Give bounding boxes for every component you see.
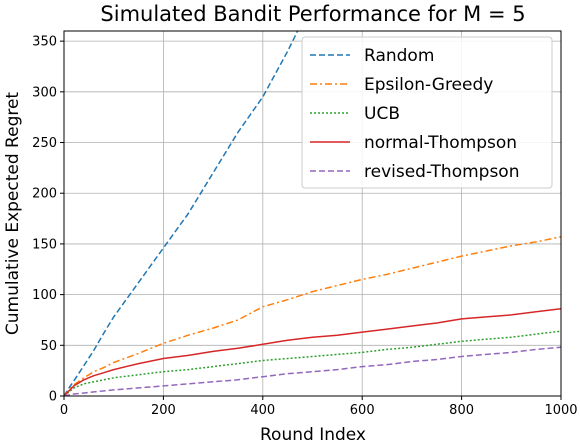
plot-frame [63, 30, 562, 397]
y-axis-label: Cumulative Expected Regret [3, 92, 23, 336]
x-tick-label: 1000 [544, 403, 577, 418]
y-tick-label: 100 [32, 288, 57, 303]
x-axis-label: Round Index [260, 425, 366, 442]
y-tick-label: 350 [32, 35, 57, 50]
series-line-epsilon-greedy [64, 236, 561, 396]
series-line-revised-thompson [64, 346, 561, 396]
series-line-ucb [64, 330, 561, 396]
x-tick-label: 600 [350, 403, 375, 418]
y-tick-label: 150 [32, 237, 57, 252]
y-tick-label: 0 [49, 390, 57, 405]
y-tick-label: 200 [32, 187, 57, 202]
y-tick-label: 300 [32, 85, 57, 100]
series-layer [64, 31, 561, 396]
legend-label-normal-thompson: normal-Thompson [364, 133, 517, 153]
legend-label-random: Random [364, 46, 434, 66]
x-tick-label: 400 [250, 403, 275, 418]
legend-label-epsilon-greedy: Epsilon-Greedy [364, 75, 493, 95]
legend-label-revised-thompson: revised-Thompson [364, 162, 519, 182]
legend-label-ucb: UCB [364, 104, 400, 124]
y-tick-label: 250 [32, 136, 57, 151]
x-tick-label: 200 [151, 403, 176, 418]
y-tick-label: 50 [40, 339, 57, 354]
legend-box [301, 36, 553, 189]
x-tick-label: 800 [449, 403, 474, 418]
series-line-random [64, 31, 299, 396]
series-line-normal-thompson [64, 308, 561, 396]
x-tick-label: 0 [60, 403, 68, 418]
ticks: 0 200 400 600 800 1000 0 50 100 150 200 250 300 350 [32, 35, 577, 418]
chart-title: Simulated Bandit Performance for M = 5 [100, 2, 525, 26]
legend: Random Epsilon-Greedy UCB normal-Thompson re… [301, 36, 553, 189]
